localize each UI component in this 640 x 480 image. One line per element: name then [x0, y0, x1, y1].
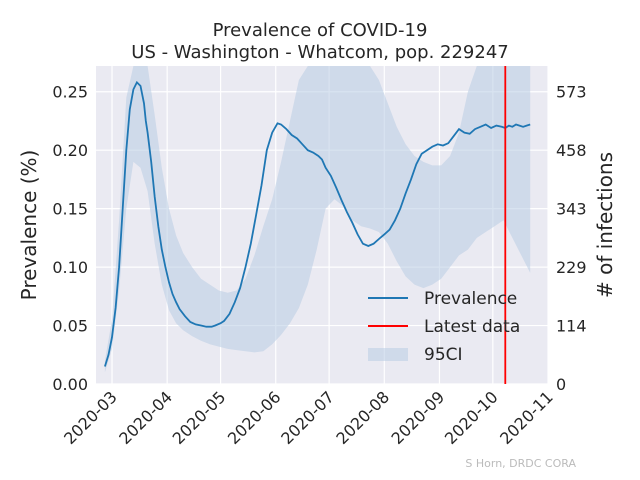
legend-ci-swatch	[368, 348, 408, 361]
chart-subtitle: US - Washington - Whatcom, pop. 229247	[131, 42, 508, 63]
ci-band	[104, 66, 531, 373]
y-tick-label-left: 0.25	[52, 83, 88, 102]
y-tick-label-left: 0.00	[52, 375, 88, 394]
y-tick-label-right: 114	[556, 317, 587, 336]
legend-prevalence-label: Prevalence	[424, 289, 517, 309]
legend-ci-label: 95CI	[424, 345, 463, 365]
y-tick-label-right: 229	[556, 258, 587, 277]
y-ticks-right: 0 114 229 343 458 573	[556, 83, 587, 394]
chart-title: Prevalence of COVID-19	[213, 20, 428, 41]
y-tick-label-left: 0.10	[52, 258, 88, 277]
y-tick-label-right: 0	[556, 375, 566, 394]
y-ticks-left: 0.00 0.05 0.10 0.15 0.20 0.25	[52, 83, 88, 394]
credit-text: S Horn, DRDC CORA	[465, 457, 576, 470]
y-tick-label-right: 343	[556, 200, 587, 219]
y-tick-label-right: 573	[556, 83, 587, 102]
y-tick-label-left: 0.05	[52, 317, 88, 336]
y-tick-label-right: 458	[556, 141, 587, 160]
legend: Prevalence Latest data 95CI	[368, 289, 520, 365]
y-axis-label-right: # of infections	[593, 152, 617, 298]
y-axis-label-left: Prevalence (%)	[17, 150, 41, 301]
legend-latest-label: Latest data	[424, 317, 520, 337]
prevalence-line	[104, 80, 531, 367]
y-tick-label-left: 0.20	[52, 141, 88, 160]
y-tick-label-left: 0.15	[52, 200, 88, 219]
